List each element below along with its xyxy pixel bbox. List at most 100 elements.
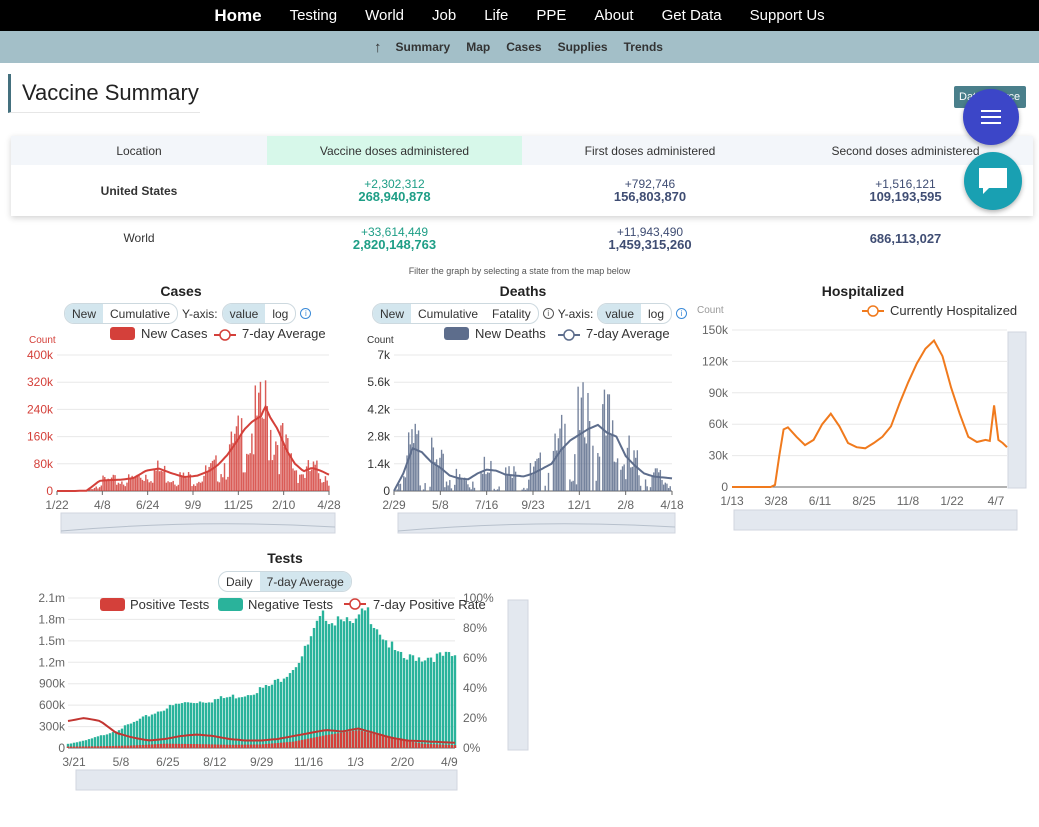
data-bar <box>398 484 400 491</box>
deaths-value-option[interactable]: value <box>598 304 641 323</box>
nav-job[interactable]: Job <box>432 7 457 24</box>
tests-daily-option[interactable]: Daily <box>226 575 253 589</box>
pos-bar <box>189 744 193 748</box>
data-bar <box>288 455 291 491</box>
data-bar <box>432 447 435 491</box>
x-tick-label: 4/7 <box>988 494 1005 508</box>
nav-about[interactable]: About <box>594 7 634 24</box>
info-icon[interactable]: i <box>542 308 554 319</box>
data-bar <box>547 472 550 491</box>
neg-bar <box>153 713 157 748</box>
pos-bar <box>99 746 103 748</box>
neg-bar <box>213 699 217 748</box>
chat-button[interactable] <box>964 152 1022 210</box>
header-first-doses[interactable]: First doses administered <box>522 136 778 165</box>
up-arrow-icon[interactable]: ↑ <box>374 38 382 56</box>
y2-tick-label: 100% <box>463 591 494 605</box>
data-bar <box>416 434 418 491</box>
pos-bar <box>324 735 328 748</box>
data-bar <box>431 437 433 491</box>
nav-home[interactable]: Home <box>214 5 262 25</box>
pos-bar <box>183 743 187 748</box>
header-vaccine-doses[interactable]: Vaccine doses administered <box>267 136 522 165</box>
data-bar <box>572 480 574 491</box>
header-location[interactable]: Location <box>11 136 267 165</box>
deaths-fatality-option[interactable]: Fatality <box>492 307 531 321</box>
pos-bar <box>414 742 418 748</box>
data-bar <box>304 477 306 491</box>
pos-bar <box>225 744 229 748</box>
cases-new-option[interactable]: New <box>65 304 104 323</box>
subnav-cases[interactable]: Cases <box>506 40 542 54</box>
pos-bar <box>411 741 415 748</box>
data-bar <box>232 442 234 491</box>
data-bar <box>463 477 466 491</box>
data-bar <box>263 418 265 491</box>
info-icon[interactable]: i <box>676 308 688 319</box>
data-bar <box>605 435 607 491</box>
data-bar <box>237 415 239 491</box>
x-tick-label: 8/12 <box>203 755 227 769</box>
data-bar <box>445 481 448 491</box>
y-tick-label: 600k <box>39 698 66 712</box>
data-bar <box>172 480 174 491</box>
cases-log-option[interactable]: log <box>272 307 289 321</box>
hosp-chart[interactable]: Count 0 30k 60k 90k 120k 150k 1/13 3/28 6/11 8/25 1… <box>690 300 1035 532</box>
info-icon[interactable]: i <box>300 308 312 319</box>
data-bar <box>203 475 205 491</box>
pos-bar <box>72 746 76 748</box>
data-bar <box>218 482 221 491</box>
nav-life[interactable]: Life <box>484 7 509 24</box>
data-bar <box>235 426 238 491</box>
table-row[interactable]: United States +2,302,312 268,940,878 +792… <box>11 165 1033 216</box>
cases-chart[interactable]: Count 0 80k 160k 240k 320k 400k 1/22 4/8 6/24 9/9 1… <box>24 326 342 536</box>
deaths-log-option[interactable]: log <box>648 307 665 321</box>
vax-total: 2,820,148,763 <box>352 236 437 252</box>
cases-cumulative-option[interactable]: Cumulative <box>110 307 171 321</box>
pos-bar <box>297 740 301 748</box>
nav-support-us[interactable]: Support Us <box>749 7 825 24</box>
neg-bar <box>216 698 220 748</box>
nav-testing[interactable]: Testing <box>289 7 338 24</box>
data-bar <box>182 472 185 491</box>
data-bar <box>533 466 535 491</box>
data-bar <box>230 431 233 491</box>
nav-get-data[interactable]: Get Data <box>661 7 722 24</box>
subnav-trends[interactable]: Trends <box>623 40 663 54</box>
data-bar <box>319 478 322 491</box>
pos-bar <box>192 744 196 748</box>
tests-7day-option[interactable]: 7-day Average <box>259 572 351 591</box>
pos-bar <box>423 743 427 748</box>
neg-bar <box>228 696 232 748</box>
neg-bar <box>279 681 283 748</box>
nav-ppe[interactable]: PPE <box>536 7 567 24</box>
data-bar <box>146 479 149 491</box>
data-bar <box>490 460 492 491</box>
pos-bar <box>351 730 355 748</box>
data-bar <box>534 461 537 491</box>
neg-bar <box>252 694 256 748</box>
deaths-new-option[interactable]: New <box>373 304 412 323</box>
data-bar <box>104 477 106 491</box>
nav-world[interactable]: World <box>365 7 404 24</box>
deaths-chart[interactable]: Count 0 1.4k 2.8k 4.2k 5.6k 7k 2/29 5/8 7/16 9/23 1… <box>360 326 684 536</box>
deaths-mode-toggle: New Cumulative Fatality <box>372 303 539 324</box>
neg-bar <box>405 659 409 748</box>
zoom-preview <box>397 523 676 532</box>
x-tick-label: 1/3 <box>347 755 364 769</box>
subnav-summary[interactable]: Summary <box>395 40 451 54</box>
table-row[interactable]: World +33,614,449 2,820,148,763 +11,943,4… <box>11 216 1033 260</box>
tests-chart[interactable]: 0 300k 600k 900k 1.2m 1.5m 1.8m 2.1m 0% 20% 40% 60%… <box>22 590 532 795</box>
cases-value-option[interactable]: value <box>222 304 266 323</box>
pos-bar <box>150 744 154 748</box>
menu-button[interactable] <box>963 89 1019 145</box>
data-bar <box>403 476 405 491</box>
data-bar <box>554 433 556 491</box>
data-bar <box>437 466 439 491</box>
deaths-cumulative-option[interactable]: Cumulative <box>418 307 479 321</box>
data-bar <box>307 460 310 491</box>
data-bar <box>621 466 624 491</box>
subnav-map[interactable]: Map <box>466 40 491 54</box>
subnav-supplies[interactable]: Supplies <box>557 40 608 54</box>
data-bar <box>486 472 489 491</box>
